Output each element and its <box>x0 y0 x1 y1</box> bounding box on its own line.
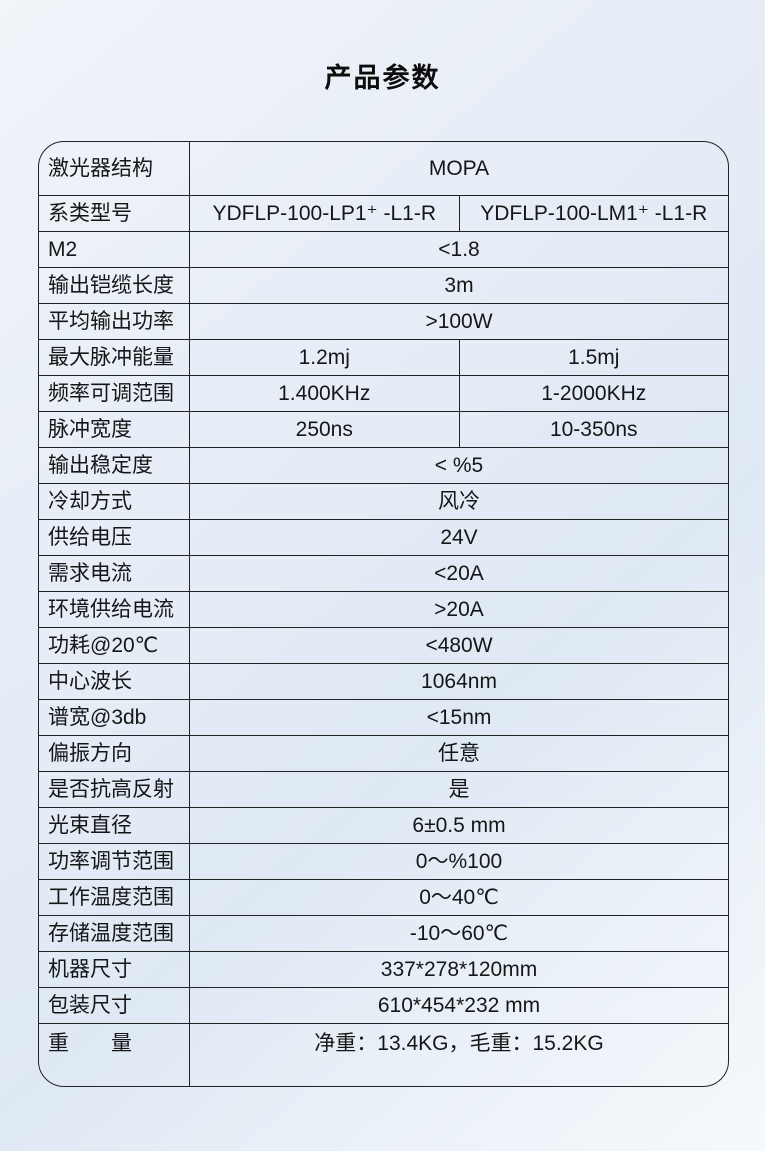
spec-value: 1-2000KHz <box>541 381 647 405</box>
spec-value: -10～60℃ <box>409 921 509 945</box>
spec-value: 337*278*120mm <box>380 957 538 981</box>
spec-label: 输出稳定度 <box>39 448 190 483</box>
spec-row: 工作温度范围 0～40℃ <box>39 880 728 916</box>
spec-value: YDFLP-100-LP1⁺ -L1-R <box>190 196 460 231</box>
spec-label: 是否抗高反射 <box>39 772 190 807</box>
spec-row: 谱宽@3db <15nm <box>39 700 728 736</box>
spec-label: 中心波长 <box>39 664 190 699</box>
spec-label: 机器尺寸 <box>39 952 190 987</box>
spec-value: < %5 <box>434 453 484 477</box>
spec-row: 功率调节范围 0～%100 <box>39 844 728 880</box>
spec-value: 风冷 <box>438 489 480 513</box>
spec-value: 10-350ns <box>549 417 638 441</box>
spec-row: 最大脉冲能量 1.2mj 1.5mj <box>39 340 728 376</box>
spec-value: MOPA <box>428 156 490 180</box>
spec-label: 最大脉冲能量 <box>39 340 190 375</box>
spec-label: 系类型号 <box>39 196 190 231</box>
spec-row: 中心波长 1064nm <box>39 664 728 700</box>
page-title: 产品参数 <box>324 63 441 93</box>
spec-label: 冷却方式 <box>39 484 190 519</box>
spec-row: 存储温度范围 -10～60℃ <box>39 916 728 952</box>
spec-row: 系类型号 YDFLP-100-LP1⁺ -L1-R YDFLP-100-LM1⁺ -… <box>39 196 728 232</box>
spec-row: 是否抗高反射 是 <box>39 772 728 808</box>
product-spec-table: 激光器结构 MOPA 系类型号 YDFLP-100-LP1⁺ -L1-R YDFLP-1… <box>38 141 729 1087</box>
spec-value: 是 <box>448 777 470 801</box>
spec-label: 脉冲宽度 <box>39 412 190 447</box>
spec-row: 频率可调范围 1.400KHz 1-2000KHz <box>39 376 728 412</box>
spec-row: 脉冲宽度 250ns 10-350ns <box>39 412 728 448</box>
spec-label: 光束直径 <box>39 808 190 843</box>
spec-label: 平均输出功率 <box>39 304 190 339</box>
spec-row: 供给电压 24V <box>39 520 728 556</box>
spec-row: M2 <1.8 <box>39 232 728 268</box>
spec-label: 频率可调范围 <box>39 376 190 411</box>
spec-value: <15nm <box>426 705 492 729</box>
spec-row: 激光器结构 MOPA <box>39 142 728 196</box>
spec-label: 环境供给电流 <box>39 592 190 627</box>
spec-label: 输出铠缆长度 <box>39 268 190 303</box>
spec-row: 偏振方向 任意 <box>39 736 728 772</box>
spec-label: 供给电压 <box>39 520 190 555</box>
spec-label: 工作温度范围 <box>39 880 190 915</box>
spec-row: 重 量 净重：13.4KG，毛重：15.2KG <box>39 1024 728 1086</box>
spec-value: 0～%100 <box>415 849 503 873</box>
spec-value: <20A <box>434 561 484 585</box>
spec-label: 谱宽@3db <box>39 700 190 735</box>
spec-value: YDFLP-100-LM1⁺ -L1-R <box>480 201 708 225</box>
spec-value: <1.8 <box>438 237 480 261</box>
spec-value: 24V <box>440 525 478 549</box>
spec-value: >20A <box>434 597 484 621</box>
spec-row: 包装尺寸 610*454*232 mm <box>39 988 728 1024</box>
spec-value: 1064nm <box>421 669 497 693</box>
spec-row: 平均输出功率 >100W <box>39 304 728 340</box>
spec-label: 重 量 <box>39 1024 190 1086</box>
spec-row: 功耗@20℃ <480W <box>39 628 728 664</box>
spec-value: 0～40℃ <box>419 885 499 909</box>
spec-row: 机器尺寸 337*278*120mm <box>39 952 728 988</box>
spec-row: 光束直径 6±0.5 mm <box>39 808 728 844</box>
spec-label: 功率调节范围 <box>39 844 190 879</box>
spec-row: 输出稳定度 < %5 <box>39 448 728 484</box>
spec-label: 需求电流 <box>39 556 190 591</box>
spec-label: 偏振方向 <box>39 736 190 771</box>
spec-label: M2 <box>39 232 190 267</box>
spec-label: 包装尺寸 <box>39 988 190 1023</box>
spec-row: 冷却方式 风冷 <box>39 484 728 520</box>
spec-value: 1.2mj <box>190 340 460 375</box>
spec-label: 存储温度范围 <box>39 916 190 951</box>
spec-value: 1.5mj <box>568 345 620 369</box>
spec-label: 功耗@20℃ <box>39 628 190 663</box>
spec-value: >100W <box>425 309 493 333</box>
spec-value: 3m <box>444 273 474 297</box>
spec-value: <480W <box>425 633 493 657</box>
spec-value: 6±0.5 mm <box>412 813 506 837</box>
spec-value: 250ns <box>190 412 460 447</box>
spec-value: 610*454*232 mm <box>377 993 541 1017</box>
spec-label: 激光器结构 <box>39 142 190 195</box>
spec-value: 1.400KHz <box>190 376 460 411</box>
spec-value: 任意 <box>438 741 480 765</box>
spec-value: 净重：13.4KG，毛重：15.2KG <box>314 1032 604 1055</box>
spec-row: 输出铠缆长度 3m <box>39 268 728 304</box>
spec-row: 需求电流 <20A <box>39 556 728 592</box>
spec-row: 环境供给电流 >20A <box>39 592 728 628</box>
